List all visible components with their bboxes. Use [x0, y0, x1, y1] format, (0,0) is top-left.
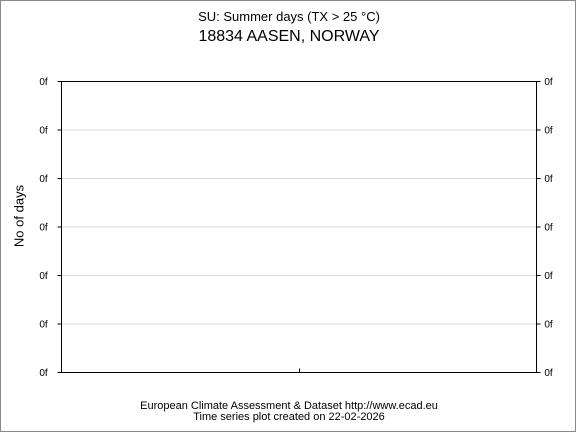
y-tick-label-right: 0f [544, 126, 553, 137]
y-tick-label-left: 0f [39, 77, 48, 88]
footer-created-date: Time series plot created on 22-02-2026 [193, 411, 385, 423]
y-tick-label-left: 0f [39, 320, 48, 331]
y-tick-label-right: 0f [544, 174, 553, 185]
grid-layer [61, 129, 537, 325]
chart-title: SU: Summer days (TX > 25 °C) [198, 9, 380, 24]
y-tick-label-right: 0f [544, 77, 553, 88]
y-tick-label-right: 0f [544, 223, 553, 234]
y-tick-label-right: 0f [544, 320, 553, 331]
y-tick-label-right: 0f [544, 368, 553, 379]
tick-labels-layer: 0f 0f 0f 0f 0f 0f 0f 0f 0f 0f 0f 0f 0f 0f [39, 77, 553, 379]
y-tick-label-right: 0f [544, 271, 553, 282]
footer-source: European Climate Assessment & Dataset ht… [140, 400, 438, 412]
ticks-layer [57, 81, 541, 373]
y-tick-label-left: 0f [39, 126, 48, 137]
y-tick-label-left: 0f [39, 368, 48, 379]
y-tick-label-left: 0f [39, 174, 48, 185]
chart-subtitle: 18834 AASEN, NORWAY [198, 28, 380, 45]
y-tick-label-left: 0f [39, 271, 48, 282]
y-tick-label-left: 0f [39, 223, 48, 234]
